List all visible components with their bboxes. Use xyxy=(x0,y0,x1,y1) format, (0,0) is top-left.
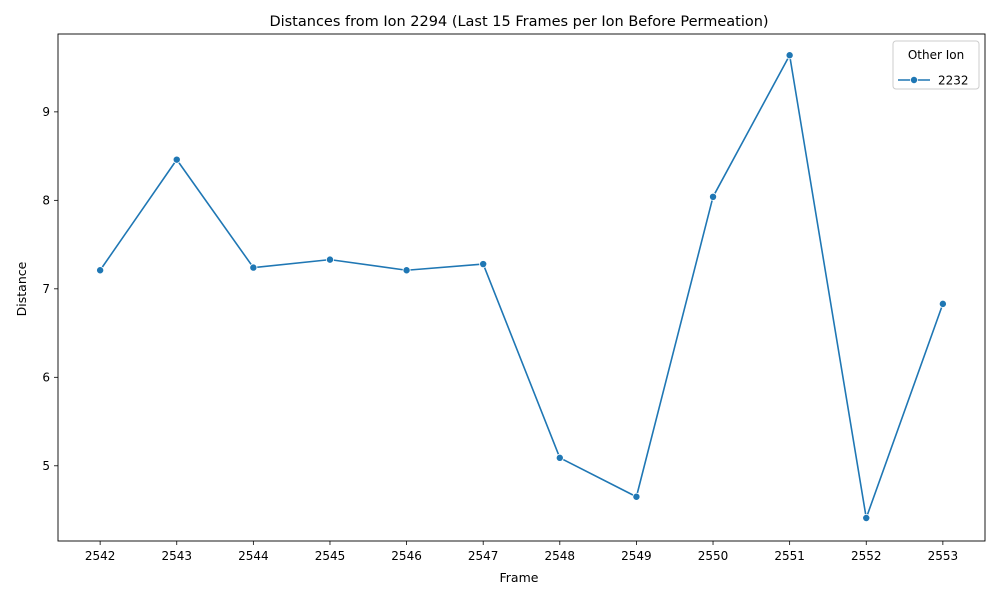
plot-area: 2542 2543 2544 2545 2546 2547 2548 2549 2550 2551… xyxy=(42,33,986,563)
x-axis-label: Frame xyxy=(500,570,539,585)
x-tick-label: 2548 xyxy=(545,549,576,563)
legend: Other Ion 2232 xyxy=(892,40,980,90)
series-line xyxy=(99,54,944,519)
data-point xyxy=(249,263,258,272)
x-tick-label: 2543 xyxy=(161,549,192,563)
legend-entry-label: 2232 xyxy=(938,74,969,88)
data-point xyxy=(632,492,641,501)
data-point xyxy=(709,192,718,201)
y-axis: 5 6 7 8 9 xyxy=(42,105,58,473)
x-tick-label: 2545 xyxy=(315,549,346,563)
x-tick-label: 2553 xyxy=(928,549,959,563)
x-tick-label: 2546 xyxy=(391,549,422,563)
series-layer xyxy=(96,51,947,522)
data-point xyxy=(325,255,334,264)
data-point xyxy=(785,51,794,60)
x-tick-label: 2542 xyxy=(85,549,116,563)
data-point xyxy=(862,513,871,522)
data-point xyxy=(555,453,564,462)
x-tick-label: 2547 xyxy=(468,549,499,563)
x-tick-label: 2544 xyxy=(238,549,269,563)
legend-title: Other Ion xyxy=(908,48,964,62)
legend-marker-swatch xyxy=(910,76,919,85)
y-tick-label: 7 xyxy=(42,282,50,296)
y-tick-label: 8 xyxy=(42,193,50,207)
y-tick-label: 9 xyxy=(42,105,50,119)
data-point xyxy=(479,260,488,269)
y-axis-label: Distance xyxy=(14,261,29,316)
y-tick-label: 6 xyxy=(42,370,50,384)
plot-frame xyxy=(57,33,986,542)
x-axis: 2542 2543 2544 2545 2546 2547 2548 2549 2550 2551… xyxy=(85,541,958,563)
data-point xyxy=(938,299,947,308)
x-tick-label: 2552 xyxy=(851,549,882,563)
x-tick-label: 2550 xyxy=(698,549,729,563)
data-point xyxy=(402,266,411,275)
data-point xyxy=(172,155,181,164)
chart-title: Distances from Ion 2294 (Last 15 Frames … xyxy=(269,14,768,30)
data-point xyxy=(96,266,105,275)
x-tick-label: 2549 xyxy=(621,549,652,563)
y-tick-label: 5 xyxy=(42,459,50,473)
x-tick-label: 2551 xyxy=(774,549,805,563)
